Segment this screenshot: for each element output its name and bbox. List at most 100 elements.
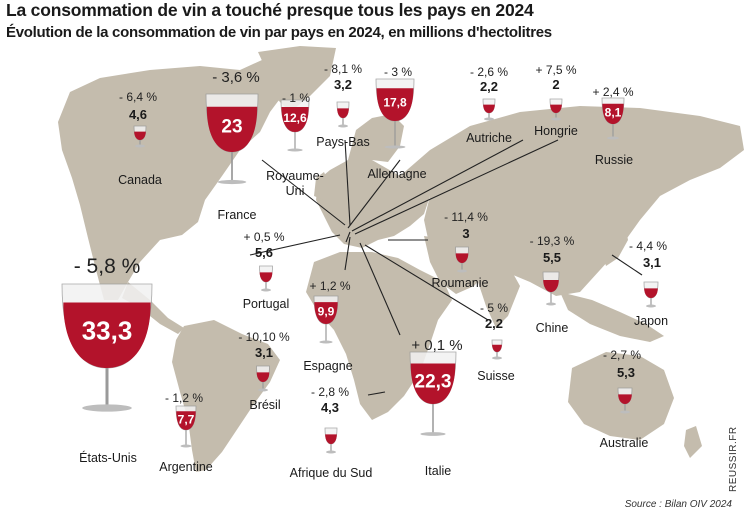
wine-glass-australie (617, 387, 633, 414)
source-text: Source : Bilan OIV 2024 (624, 499, 732, 510)
change-label-hongrie: + 7,5 % (535, 63, 576, 77)
chart-title: La consommation de vin a touché presque … (6, 0, 534, 20)
change-label-pays-bas: - 8,1 % (324, 62, 362, 76)
country-name-afrique-du-sud: Afrique du Sud (290, 466, 373, 480)
value-label-portugal: 5,6 (255, 245, 273, 260)
leader-line (344, 236, 351, 271)
change-label-afrique-du-sud: - 2,8 % (311, 385, 349, 399)
country-name-australie: Australie (600, 436, 649, 450)
value-label-autriche: 2,2 (480, 79, 498, 94)
country-name-allemagne: Allemagne (367, 167, 426, 181)
change-label-australie: - 2,7 % (603, 348, 641, 362)
country-name-suisse: Suisse (477, 369, 515, 383)
country-name-etats-unis: États-Unis (79, 450, 137, 465)
wine-glass-argentine (175, 405, 197, 448)
country-name-espagne: Espagne (303, 359, 352, 373)
wine-glasses (61, 78, 659, 454)
wine-fill (176, 411, 196, 430)
leader-line (359, 242, 401, 336)
value-label-russie: 8,1 (605, 106, 622, 120)
country-name-france: France (218, 208, 257, 222)
wine-fill (492, 344, 502, 352)
change-label-etats-unis: - 5,8 % (74, 255, 141, 278)
value-label-afrique-du-sud: 4,3 (321, 400, 339, 415)
value-label-australie: 5,3 (617, 365, 635, 380)
wine-glass-roumanie (455, 246, 469, 273)
wine-fill (314, 302, 338, 324)
wine-fill (325, 434, 337, 444)
wine-fill (644, 288, 658, 298)
nz-landmass (684, 426, 702, 458)
value-label-suisse: 2,2 (485, 316, 503, 331)
wine-glass-france (205, 93, 259, 185)
change-label-france: - 3,6 % (212, 69, 260, 86)
continents (58, 46, 744, 472)
value-label-espagne: 9,9 (318, 305, 335, 319)
uk-landmass (314, 172, 330, 200)
wine-glass-afrique-du-sud (324, 427, 338, 454)
scandinavia-landmass (348, 114, 404, 162)
change-label-autriche: - 2,6 % (470, 65, 508, 79)
wine-fill (206, 106, 258, 152)
country-name-italie: Italie (425, 464, 451, 478)
change-label-portugal: + 0,5 % (243, 230, 284, 244)
country-name-argentine: Argentine (159, 460, 213, 474)
country-name-pays-bas: Pays-Bas (316, 135, 370, 149)
wine-fill (134, 131, 146, 140)
value-label-roumanie: 3 (462, 226, 469, 241)
wine-fill (337, 108, 349, 118)
country-name-portugal: Portugal (243, 297, 290, 311)
change-label-japon: - 4,4 % (629, 239, 667, 253)
value-label-pays-bas: 3,2 (334, 77, 352, 92)
wine-fill (410, 363, 456, 404)
change-label-chine: - 19,3 % (530, 234, 575, 248)
country-name-royaume-uni: Royaume-Uni (266, 169, 324, 198)
country-name-russie: Russie (595, 153, 633, 167)
value-label-hongrie: 2 (552, 77, 559, 92)
leader-lines (249, 139, 643, 396)
wine-glass-suisse (491, 339, 503, 360)
value-label-etats-unis: 33,3 (82, 315, 133, 345)
chart-subtitle: Évolution de la consommation de vin par … (6, 24, 552, 41)
value-label-argentine: 7,7 (178, 412, 195, 426)
south-america-landmass (172, 320, 280, 472)
wine-glass-etats-unis (61, 283, 153, 412)
india-landmass (478, 262, 520, 328)
europe-landmass (316, 150, 430, 248)
wine-glass-pays-bas (336, 101, 350, 128)
leader-line (351, 139, 524, 232)
change-label-royaume-uni: - 1 % (282, 91, 310, 105)
wine-fill (256, 372, 270, 382)
country-name-canada: Canada (118, 173, 162, 187)
value-label-france: 23 (221, 117, 242, 138)
change-label-canada: - 6,4 % (119, 90, 157, 104)
leader-line (249, 234, 341, 256)
leader-line (367, 391, 386, 396)
country-name-chine: Chine (536, 321, 569, 335)
change-label-espagne: + 1,2 % (309, 279, 350, 293)
wine-glass-royaume-uni (280, 99, 310, 152)
wine-fill (602, 103, 624, 124)
country-name-hongrie: Hongrie (534, 124, 578, 138)
change-label-russie: + 2,4 % (592, 85, 633, 99)
wine-glass-italie (409, 351, 457, 436)
change-label-bresil: - 10,10 % (238, 330, 290, 344)
wine-glass-bresil (256, 365, 270, 392)
change-label-roumanie: - 11,4 % (444, 210, 488, 224)
change-label-italie: + 0,1 % (411, 337, 462, 354)
change-label-suisse: - 5 % (480, 301, 508, 315)
leader-line (261, 159, 346, 226)
wine-fill (543, 280, 559, 292)
country-name-roumanie: Roumanie (432, 276, 489, 290)
greenland-landmass (258, 46, 336, 112)
asia-landmass (400, 106, 744, 296)
wine-fill (483, 104, 495, 113)
credit-text: REUSSIR.FR (728, 426, 739, 492)
wine-glass-espagne (313, 295, 339, 344)
country-name-japon: Japon (634, 314, 668, 328)
wine-glass-autriche (482, 98, 496, 121)
wine-glass-allemagne (375, 78, 415, 149)
leader-line (344, 139, 351, 226)
wine-glass-russie (601, 97, 625, 140)
